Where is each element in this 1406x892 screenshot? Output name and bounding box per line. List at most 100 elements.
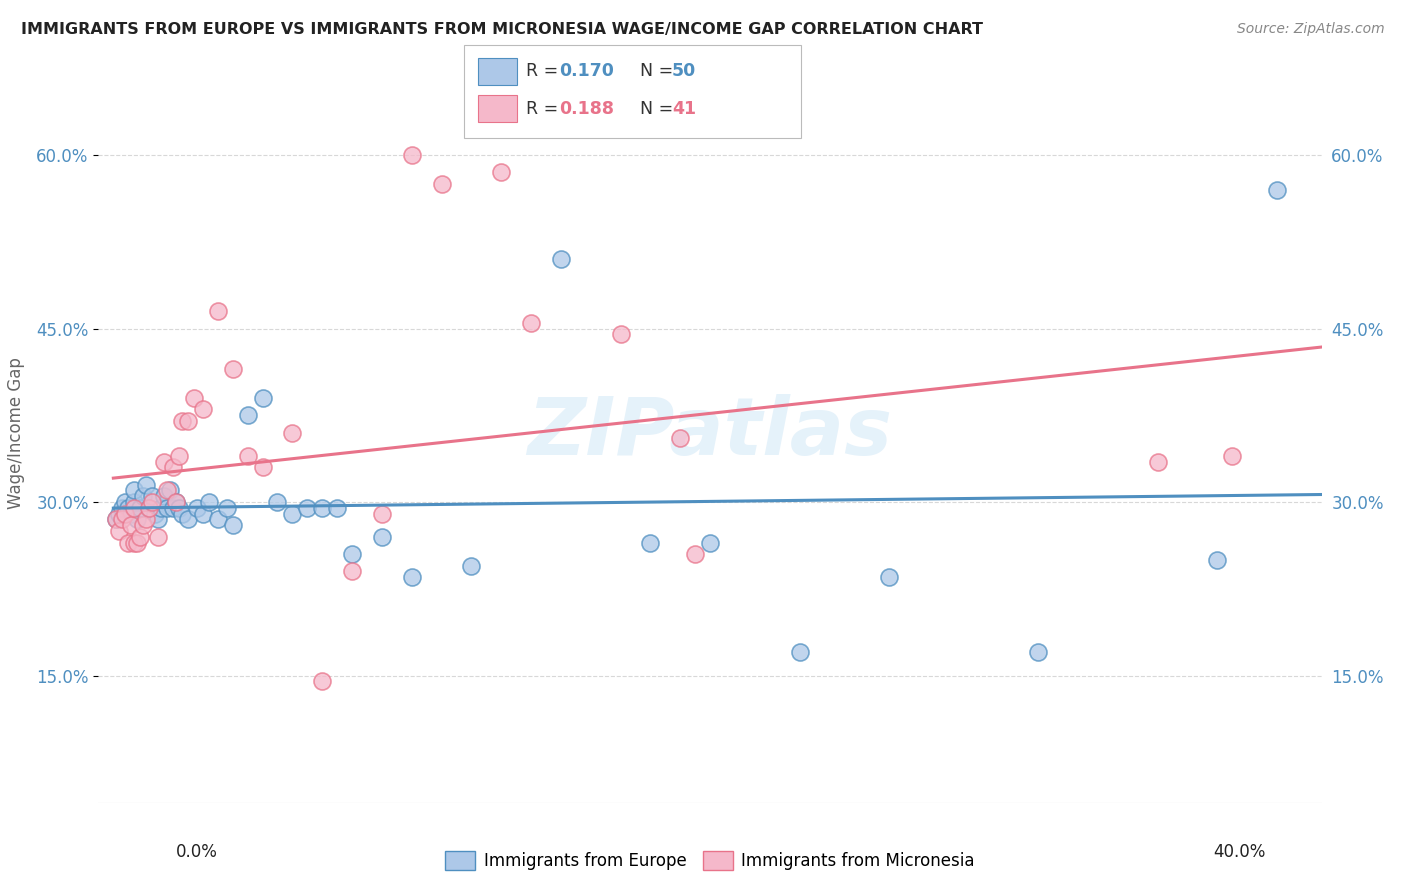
Point	[141, 495, 163, 509]
Point	[108, 524, 131, 538]
Point	[640, 535, 662, 549]
Text: N =: N =	[640, 100, 679, 118]
Point	[401, 148, 423, 162]
Point	[683, 547, 706, 561]
Point	[198, 495, 221, 509]
Text: R =: R =	[526, 100, 564, 118]
Point	[401, 570, 423, 584]
Point	[132, 518, 155, 533]
Point	[699, 535, 721, 549]
Point	[138, 500, 160, 515]
Point	[186, 500, 208, 515]
Y-axis label: Wage/Income Gap: Wage/Income Gap	[7, 357, 25, 508]
Text: 0.170: 0.170	[560, 62, 614, 80]
Text: 50: 50	[672, 62, 696, 80]
Point	[207, 512, 229, 526]
Point	[252, 460, 274, 475]
Point	[252, 391, 274, 405]
Point	[117, 500, 139, 515]
Point	[159, 483, 181, 498]
Text: ZIPatlas: ZIPatlas	[527, 393, 893, 472]
Point	[326, 500, 349, 515]
Text: 0.0%: 0.0%	[176, 843, 218, 861]
Text: N =: N =	[640, 62, 679, 80]
Point	[114, 507, 136, 521]
Point	[129, 500, 152, 515]
Point	[153, 454, 176, 468]
Point	[170, 507, 193, 521]
Point	[114, 495, 136, 509]
Point	[129, 530, 152, 544]
Point	[165, 495, 187, 509]
Point	[520, 316, 543, 330]
Point	[281, 507, 304, 521]
Point	[127, 512, 149, 526]
Point	[165, 495, 187, 509]
Point	[162, 460, 184, 475]
Point	[669, 431, 692, 445]
Point	[550, 252, 572, 266]
Point	[122, 500, 145, 515]
Point	[120, 518, 142, 533]
Text: IMMIGRANTS FROM EUROPE VS IMMIGRANTS FROM MICRONESIA WAGE/INCOME GAP CORRELATION: IMMIGRANTS FROM EUROPE VS IMMIGRANTS FRO…	[21, 22, 983, 37]
Point	[127, 535, 149, 549]
Point	[236, 409, 259, 423]
Point	[311, 674, 333, 689]
Point	[143, 507, 166, 521]
Point	[489, 165, 512, 179]
Point	[207, 304, 229, 318]
Point	[108, 507, 131, 521]
Point	[1026, 645, 1049, 659]
Point	[105, 512, 128, 526]
Text: 0.188: 0.188	[560, 100, 614, 118]
Point	[135, 477, 157, 491]
Point	[1220, 449, 1243, 463]
Point	[183, 391, 205, 405]
Point	[105, 512, 128, 526]
Point	[1146, 454, 1168, 468]
Point	[609, 327, 631, 342]
Point	[162, 500, 184, 515]
Point	[1206, 553, 1229, 567]
Point	[236, 449, 259, 463]
Point	[122, 483, 145, 498]
Point	[311, 500, 333, 515]
Point	[371, 530, 394, 544]
Point	[177, 512, 200, 526]
Point	[138, 500, 160, 515]
Text: R =: R =	[526, 62, 564, 80]
Point	[150, 500, 173, 515]
Point	[340, 547, 363, 561]
Point	[266, 495, 288, 509]
Text: 40.0%: 40.0%	[1213, 843, 1265, 861]
Point	[167, 500, 190, 515]
Point	[221, 362, 243, 376]
Point	[170, 414, 193, 428]
Point	[132, 489, 155, 503]
Point	[153, 489, 176, 503]
Point	[371, 507, 394, 521]
Point	[135, 512, 157, 526]
Point	[877, 570, 900, 584]
Point	[122, 535, 145, 549]
Point	[111, 500, 134, 515]
Point	[156, 500, 179, 515]
Point	[177, 414, 200, 428]
Point	[122, 495, 145, 509]
Point	[120, 507, 142, 521]
Point	[167, 449, 190, 463]
Point	[430, 177, 453, 191]
Point	[156, 483, 179, 498]
Point	[146, 530, 169, 544]
Point	[215, 500, 238, 515]
Point	[281, 425, 304, 440]
Text: 41: 41	[672, 100, 696, 118]
Point	[297, 500, 319, 515]
Point	[789, 645, 811, 659]
Point	[191, 402, 214, 417]
Point	[141, 489, 163, 503]
Legend: Immigrants from Europe, Immigrants from Micronesia: Immigrants from Europe, Immigrants from …	[439, 845, 981, 877]
Point	[191, 507, 214, 521]
Point	[146, 512, 169, 526]
Point	[1265, 183, 1288, 197]
